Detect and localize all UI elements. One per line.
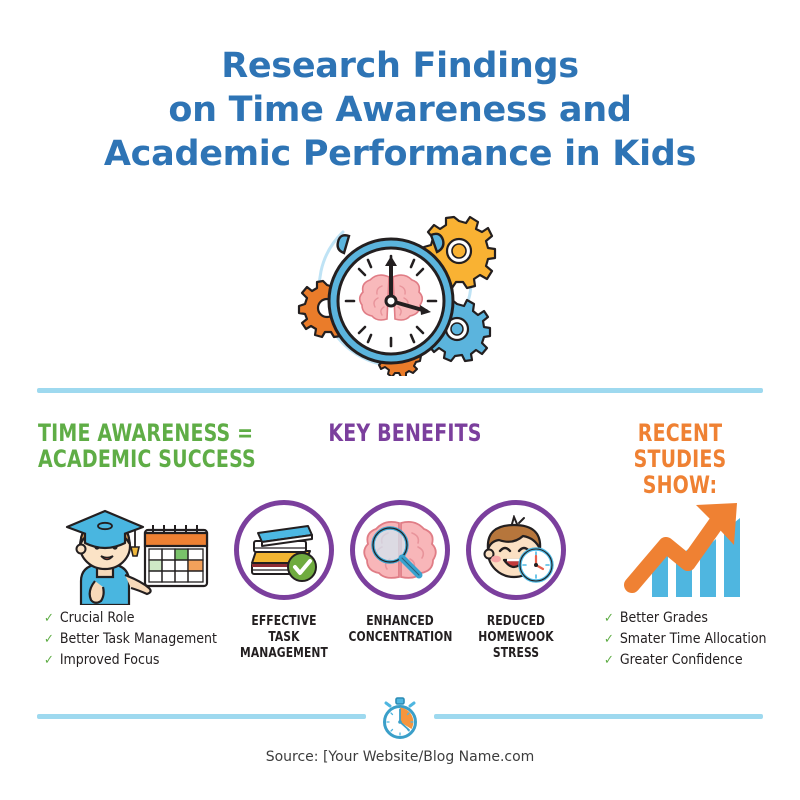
source-attribution: Source: [Your Website/Blog Name.com [265,749,535,765]
bullet-label: Improved Focus [59,652,160,668]
bullet-label: Better Task Management [59,631,217,647]
happy-kid-clock-icon [483,515,554,583]
list-item: ✓ Greater Confidence [604,650,800,671]
benefit-effective-task-management: EFFECTIVE TASK MANAGEMENT [228,500,340,662]
books-check-icon [251,525,317,582]
heading-recent-studies: RECENT STUDIES SHOW: [633,419,727,499]
heading-time-awareness: TIME AWARENESS = ACADEMIC SUCCESS [38,419,256,473]
check-icon: ✓ [44,653,54,668]
benefit-label: EFFECTIVE TASK MANAGEMENT [240,614,328,661]
title-line-2: on Time Awareness and [168,90,632,130]
benefit-label: ENHANCED CONCENTRATION [348,614,453,645]
section-divider-top [37,388,763,393]
check-icon: ✓ [44,611,54,626]
bullet-label: Crucial Role [59,610,135,626]
footer-divider-right [434,714,763,719]
check-icon: ✓ [604,632,614,647]
title-line-1: Research Findings [221,46,579,86]
list-item: ✓ Better Task Management [44,629,264,650]
page-title: Research Findings on Time Awareness and … [0,44,800,176]
growth-bar-chart-arrow-icon [618,497,768,602]
check-icon: ✓ [604,653,614,668]
list-item: ✓ Crucial Role [44,608,264,629]
brain-clock-gears-icon [281,206,519,378]
brain-magnifier-icon [363,520,437,579]
bullet-label: Better Grades [619,610,708,626]
graduate-boy-with-calendar-icon [45,497,220,607]
bullet-label: Greater Confidence [619,652,743,668]
footer-divider-left [37,714,366,719]
bullet-label: Smater Time Allocation [619,631,767,647]
benefit-label: REDUCED HOMEWOOK STRESS [478,614,554,661]
benefit-reduced-homework-stress: REDUCED HOMEWOOK STRESS [460,500,572,662]
benefit-circle [234,500,334,600]
stopwatch-icon [379,697,421,739]
left-bullet-list: ✓ Crucial Role ✓ Better Task Management … [44,608,264,671]
check-icon: ✓ [604,611,614,626]
list-item: ✓ Smater Time Allocation [604,629,800,650]
right-bullet-list: ✓ Better Grades ✓ Smater Time Allocation… [604,608,800,671]
benefit-enhanced-concentration: ENHANCED CONCENTRATION [344,500,456,646]
heading-key-benefits: KEY BENEFITS [328,419,482,447]
list-item: ✓ Improved Focus [44,650,264,671]
benefit-circle [466,500,566,600]
benefit-circle [350,500,450,600]
list-item: ✓ Better Grades [604,608,800,629]
check-icon: ✓ [44,632,54,647]
title-line-3: Academic Performance in Kids [103,134,697,174]
